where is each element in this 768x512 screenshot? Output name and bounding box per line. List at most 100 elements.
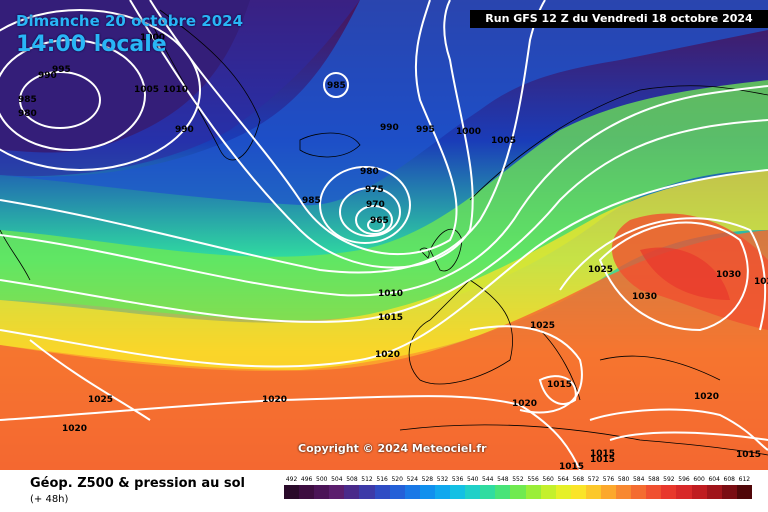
color-scale-bar [284,485,752,499]
scale-label: 568 [572,476,585,483]
isobar-label: 995 [416,125,435,135]
scale-label: 536 [451,476,464,483]
scale-swatch [389,485,405,499]
isobar-label: 1020 [262,395,287,405]
coast-balkans-turkey [599,355,721,381]
isobar-label: 1025 [530,321,555,331]
legend-title: Géop. Z500 & pression au sol [30,476,245,491]
scale-swatch [329,485,345,499]
scale-label: 528 [421,476,434,483]
z500-green-band [0,80,768,320]
scale-swatch [600,485,617,499]
scale-swatch [661,485,677,499]
scale-label: 612 [738,476,751,483]
scale-label: 508 [346,476,358,483]
scale-label: 524 [406,476,419,483]
scale-label: 588 [648,476,660,483]
legend-subtitle: (+ 48h) [30,494,69,505]
z500-blue-band [0,0,768,206]
scale-label: 576 [602,476,615,483]
isobar-1020-africa [609,431,768,441]
isobar-985-north [323,72,349,98]
scale-swatch [284,485,300,499]
z500-deep-blue [0,0,360,177]
scale-swatch [480,485,496,499]
scale-label: 544 [482,476,494,483]
scale-swatch [314,485,330,499]
isobar-1030-east [598,221,749,332]
forecast-time: 14:00 locale [16,32,167,57]
isobar-label: 1015 [590,455,615,465]
isobar-1025-atlantic [29,339,151,421]
isobar-1025-med [469,325,583,414]
scale-swatch [344,485,360,499]
scale-label: 604 [708,476,720,483]
isobar-label: 1025 [588,265,613,275]
isobar-980 [319,166,411,244]
scale-label: 512 [361,476,373,483]
scale-label: 496 [300,476,313,483]
isobar-1005-nw [0,9,201,171]
scale-swatch [374,485,390,499]
scale-label: 548 [497,476,509,483]
isobar-995-nw [0,39,146,151]
weather-map: 1000 995 990 985 980 1005 1010 990 985 9… [0,0,768,470]
scale-swatch [585,485,601,499]
isobar-label: 985 [302,196,321,206]
isobar-985-nw [19,71,101,129]
isobar-label: 1030 [632,292,657,302]
scale-swatch [676,485,692,499]
coast-greenland [149,9,261,161]
scale-label: 592 [663,476,675,483]
copyright-notice: Copyright © 2024 Meteociel.fr [298,442,487,455]
isobar-970 [355,205,393,235]
isobar-label: 965 [370,216,389,226]
scale-swatch [631,485,647,499]
isobar-label: 1000 [456,127,481,137]
isobar-1015-italy [538,375,577,405]
color-scale: 492 496 500 504 508 512 516 520 524 528 532 536 540 5… [284,476,752,499]
isobar-labels: 1000 995 990 985 980 1005 1010 990 985 9… [18,33,768,470]
isobar-1020-north [0,169,768,368]
scale-swatch [525,485,541,499]
isobar-1000 [0,0,546,274]
isobar-label: 990 [38,71,57,81]
model-run-banner: Run GFS 12 Z du Vendredi 18 octobre 2024 [470,10,768,28]
isobar-label: 990 [175,125,194,135]
scale-swatch [495,485,511,499]
isobar-1010 [0,85,768,297]
isobar-label: 995 [52,65,71,75]
scale-label: 540 [466,476,479,483]
scale-swatch [706,485,722,499]
scale-swatch [465,485,481,499]
map-svg: 1000 995 990 985 980 1005 1010 990 985 9… [0,0,768,470]
isobar-label: 1015 [559,462,584,470]
isobar-label: 970 [366,200,385,210]
isobar-label: 1015 [378,313,403,323]
z500-red-core [640,247,730,300]
isobar-label: 1015 [590,449,615,459]
scale-swatch [450,485,466,499]
isobar-975 [339,187,401,237]
scale-label: 532 [436,476,449,483]
isobar-990 [129,0,474,269]
scale-label: 600 [693,476,705,483]
isobar-label: 1015 [547,380,572,390]
isobar-label: 1010 [163,85,188,95]
scale-label: 584 [632,476,645,483]
scale-label: 564 [557,476,569,483]
scale-swatch [736,485,752,499]
scale-label: 504 [331,476,343,483]
isobar-label: 1000 [140,33,165,43]
isobar-label: 1020 [754,277,768,287]
isobar-1020-south [0,395,581,470]
scale-swatch [721,485,737,499]
isobar-label: 975 [365,185,384,195]
scale-label: 572 [587,476,600,483]
scale-swatch [570,485,586,499]
isobar-label: 1005 [491,136,516,146]
isobar-965 [367,218,385,232]
isobar-label: 1010 [378,289,403,299]
z500-yellow-band [0,170,768,370]
scale-swatch [404,485,420,499]
